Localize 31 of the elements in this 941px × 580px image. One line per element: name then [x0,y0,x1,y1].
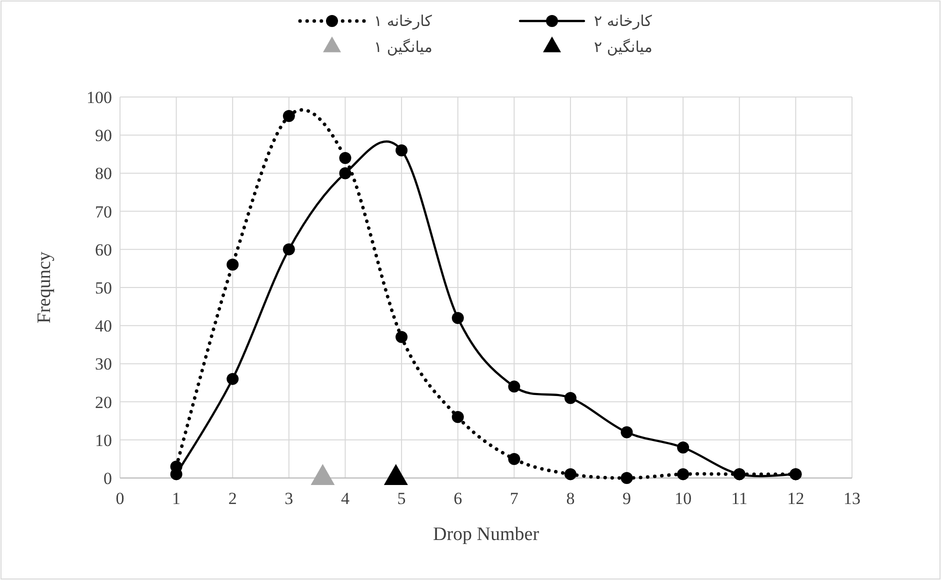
y-tick-label: 60 [95,240,112,260]
x-tick-label: 7 [510,489,519,508]
legend-label: کارخانه ۱ [374,12,433,30]
x-tick-label: 0 [116,489,124,508]
x-tick-label: 10 [674,489,692,508]
x-tick-label: 5 [397,489,406,508]
y-tick-label: 100 [86,88,112,107]
legend-label: کارخانه ۲ [594,12,653,30]
y-tick-label: 40 [95,316,112,336]
y-tick-label: 80 [95,164,112,184]
y-tick-label: 20 [95,392,112,412]
x-tick-label: 12 [787,489,804,508]
x-tick-label: 2 [228,489,237,508]
y-tick-label: 70 [95,202,112,222]
x-tick-label: 8 [566,489,575,508]
y-tick-label: 50 [95,278,112,298]
y-tick-label: 90 [95,126,112,146]
x-tick-label: 6 [454,489,462,508]
x-axis-title: Drop Number [432,524,540,545]
x-tick-label: 3 [284,489,294,508]
legend-label: میانگین ۱ [374,38,432,56]
y-axis-title: Frequncy [34,251,55,324]
x-tick-label: 9 [622,489,632,508]
x-tick-label: 13 [844,489,860,508]
x-tick-label: 4 [340,489,350,508]
y-tick-label: 0 [104,469,112,488]
legend-label: میانگین ۲ [594,38,652,56]
y-tick-label: 10 [95,430,112,450]
y-tick-label: 30 [95,354,112,374]
x-tick-label: 1 [172,489,181,508]
x-tick-label: 11 [731,489,748,508]
